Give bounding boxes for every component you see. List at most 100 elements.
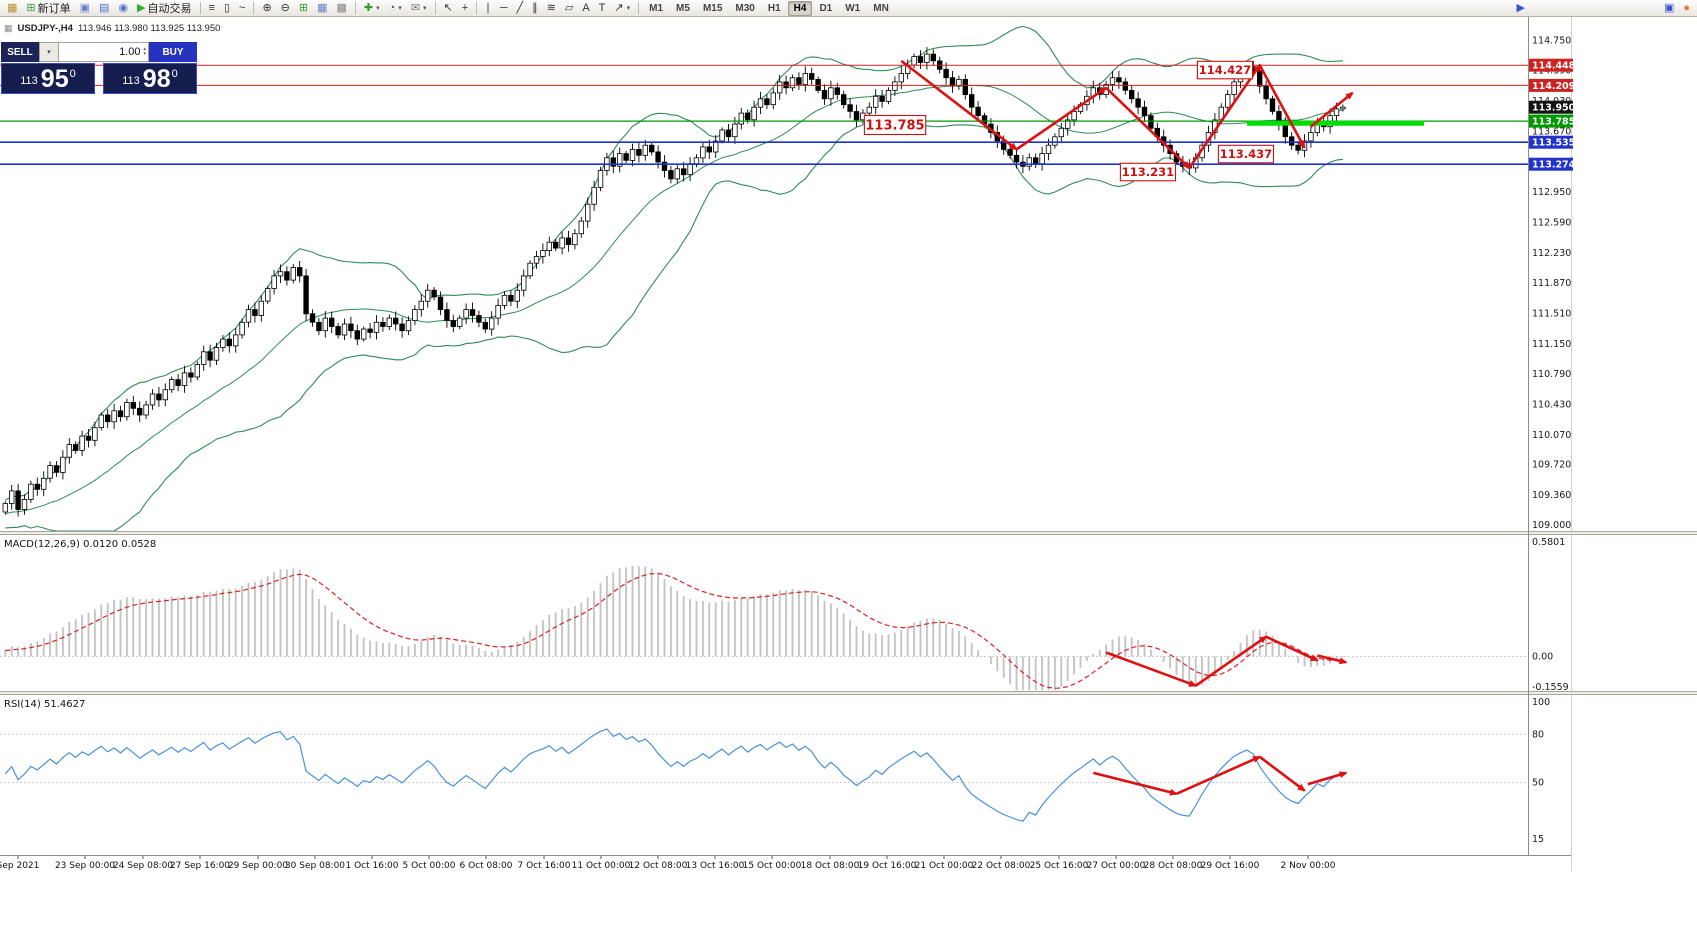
trend-arrow[interactable]: [900, 59, 1018, 151]
price-axis-label: 111.870: [1532, 278, 1571, 289]
zoom-out-icon[interactable]: ⊖: [277, 1, 294, 16]
zoom-in-icon[interactable]: ⊕: [258, 1, 275, 16]
equidistant-channel-icon: ∥: [532, 1, 538, 14]
timeframe-d1[interactable]: D1: [819, 2, 833, 14]
trend-arrow[interactable]: [1258, 755, 1306, 792]
trend-arrow[interactable]: [1105, 651, 1198, 687]
volume-dropdown[interactable]: ▾: [39, 42, 59, 62]
annotation-box[interactable]: [1196, 60, 1254, 80]
profiles-icon: ▤: [99, 1, 110, 14]
autotrading-button[interactable]: ▶ 自动交易: [133, 1, 195, 16]
trend-arrow[interactable]: [1015, 86, 1108, 151]
timeframe-mn[interactable]: MN: [873, 2, 889, 14]
price-axis-label: 111.510: [1532, 309, 1571, 320]
candlestick-chart-icon[interactable]: ▯: [220, 1, 234, 16]
trendline-icon: ╱: [516, 1, 524, 14]
timeframe-h1[interactable]: H1: [767, 2, 781, 14]
time-axis-label: 15 Oct 00:00: [743, 861, 802, 871]
profiles-icon[interactable]: ▤: [95, 1, 113, 16]
bid-price-head: 113: [20, 75, 38, 87]
buy-button[interactable]: BUY: [149, 42, 197, 62]
timeframe-m15[interactable]: M15: [702, 2, 723, 14]
indicators-icon[interactable]: ✚ ▾: [360, 1, 384, 16]
arrows-tool-icon[interactable]: ↗ ▾: [610, 1, 634, 16]
terminal-chart-icon[interactable]: ▦: [3, 1, 21, 16]
sell-price-display[interactable]: 113 95 0: [1, 63, 95, 94]
annotation-box[interactable]: [863, 114, 927, 136]
panel-separators[interactable]: [0, 17, 1697, 871]
time-axis-label: 27 Oct 00:00: [1087, 861, 1146, 871]
horizontal-line-icon[interactable]: ─: [496, 1, 512, 16]
track-chart-icon: ▩: [336, 1, 347, 14]
annotation-text: 114.427: [1199, 63, 1251, 77]
indicators-icon-dropdown[interactable]: ▾: [376, 5, 380, 12]
timeframe-h4[interactable]: H4: [787, 0, 813, 16]
macd-panel: 0.5801 0.00 -0.1559 MACD(12,26,9) 0.0120 0.…: [0, 537, 1569, 693]
notification-badge-icon[interactable]: ●: [1679, 1, 1694, 16]
trendline-icon[interactable]: ╱: [513, 1, 528, 16]
annotation-box[interactable]: [1217, 144, 1275, 164]
track-chart-icon[interactable]: ▩: [333, 1, 351, 16]
spin-down-icon[interactable]: ▾: [143, 51, 146, 57]
trend-arrow[interactable]: [1258, 64, 1306, 150]
trend-arrow[interactable]: [1316, 654, 1348, 665]
trend-arrow[interactable]: [1105, 86, 1191, 170]
crosshair-icon[interactable]: +: [458, 1, 472, 16]
sell-button[interactable]: SELL: [1, 42, 39, 62]
buy-price-display[interactable]: 113 98 0: [103, 63, 197, 94]
price-badge: [1529, 114, 1573, 128]
volume-spinner[interactable]: ▴ ▾: [143, 47, 146, 57]
arrows-tool-icon-dropdown[interactable]: ▾: [626, 5, 631, 12]
arrows-tool-icon: ↗: [614, 1, 624, 14]
templates-icon-dropdown[interactable]: ▾: [423, 5, 427, 12]
auto-arrange-icon[interactable]: ▦: [313, 1, 331, 16]
spin-up-icon[interactable]: ▴: [143, 46, 146, 52]
ohlc-bars-icon[interactable]: ≡: [205, 1, 219, 16]
time-axis-label: 29 Oct 16:00: [1201, 861, 1260, 871]
trend-arrow[interactable]: [1310, 91, 1354, 128]
timeframe-m30[interactable]: M30: [735, 2, 755, 14]
annotation-box[interactable]: [1119, 162, 1177, 182]
text-icon[interactable]: A: [578, 1, 593, 16]
cursor-icon[interactable]: ↖: [440, 1, 457, 16]
timeframe-w1[interactable]: W1: [845, 2, 861, 14]
timeframe-m5[interactable]: M5: [676, 2, 690, 14]
tile-windows-icon[interactable]: ⊞: [295, 1, 312, 16]
trend-arrow[interactable]: [1194, 635, 1268, 687]
vertical-line-icon[interactable]: ∣: [481, 1, 495, 16]
chart-windows-icon: ▣: [79, 1, 91, 14]
trend-arrow[interactable]: [1188, 63, 1261, 169]
periods-icon-dropdown[interactable]: ▾: [398, 5, 402, 12]
price-badge-text: 113.274: [1532, 160, 1576, 171]
trend-arrow[interactable]: [1175, 755, 1262, 795]
volume-input[interactable]: 1.00 ▴ ▾: [59, 42, 149, 62]
ask-price-sup: 0: [171, 68, 178, 80]
ohlc-bars-icon: ≡: [208, 1, 215, 14]
line-chart-icon[interactable]: ~: [235, 1, 249, 16]
shapes-icon[interactable]: ▱: [561, 1, 577, 16]
timeframe-m1[interactable]: M1: [649, 2, 664, 14]
annotation-text: 113.437: [1220, 147, 1272, 161]
text-label-icon[interactable]: T: [595, 1, 610, 16]
price-badge-text: 113.535: [1532, 138, 1575, 149]
time-axis-label: 23 Sep 00:00: [55, 861, 115, 871]
periods-icon[interactable]: ◔ ▾: [385, 1, 406, 16]
price-axis-label: 112.950: [1532, 187, 1571, 198]
trend-arrow[interactable]: [1307, 771, 1348, 786]
price-badge-text: 113.785: [1532, 117, 1575, 128]
bollinger-middle-band: [5, 84, 1343, 515]
time-axis-label: 19 Oct 16:00: [858, 861, 917, 871]
toolbar-separator: [253, 2, 255, 14]
trend-arrow[interactable]: [1265, 635, 1319, 662]
chart-windows-icon[interactable]: ▣: [76, 1, 94, 16]
scroll-right-icon[interactable]: ▶: [1512, 1, 1528, 16]
templates-icon[interactable]: ✉ ▾: [407, 1, 431, 16]
community-window-icon[interactable]: ▣: [1660, 1, 1678, 16]
crosshair-icon: +: [461, 1, 469, 14]
equidistant-channel-icon[interactable]: ∥: [528, 1, 542, 16]
volume-value: 1.00: [119, 46, 141, 58]
sound-alert-icon[interactable]: ◉: [114, 1, 132, 16]
trend-arrow[interactable]: [1092, 771, 1178, 796]
fibonacci-icon[interactable]: ≋: [543, 1, 560, 16]
new-order-button[interactable]: ⊞ 新订单: [22, 1, 74, 16]
